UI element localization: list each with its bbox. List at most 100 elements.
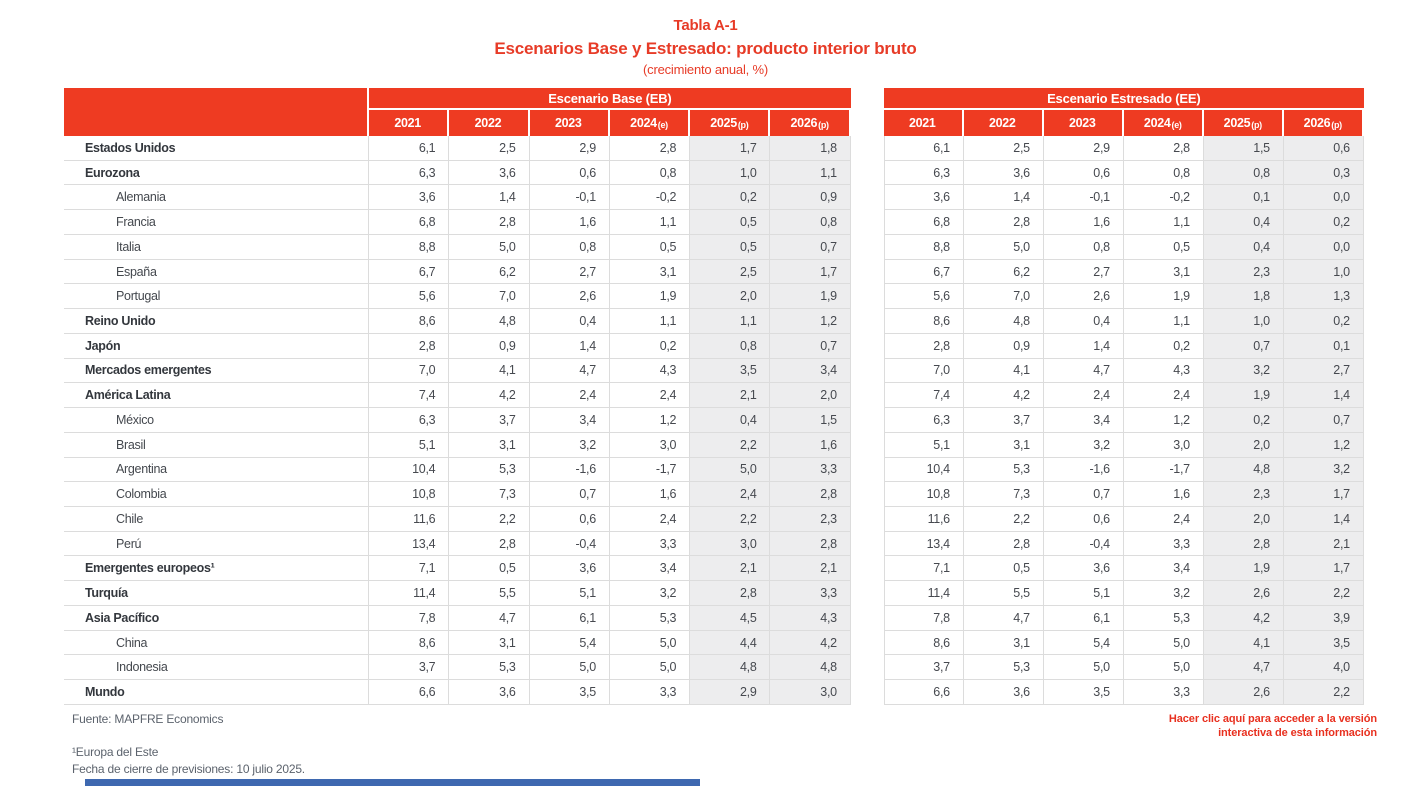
value-cell: 7,0 bbox=[883, 358, 964, 384]
table-subtitle: Escenarios Base y Estresado: producto in… bbox=[494, 39, 917, 58]
value-cell: 4,5 bbox=[690, 605, 771, 631]
value-cell: 4,2 bbox=[1203, 605, 1284, 631]
value-cell: 13,4 bbox=[883, 531, 964, 557]
value-cell: 2,3 bbox=[1203, 482, 1284, 508]
value-cell: 0,6 bbox=[1043, 507, 1124, 532]
value-cell: 0,2 bbox=[690, 185, 771, 211]
value-cell: 5,0 bbox=[1043, 655, 1124, 681]
value-cell: 1,1 bbox=[770, 160, 851, 186]
value-cell: 4,8 bbox=[690, 655, 771, 681]
value-cell: 4,7 bbox=[449, 605, 530, 631]
value-cell: 0,5 bbox=[609, 234, 691, 260]
value-cell: 1,4 bbox=[963, 185, 1044, 211]
value-cell: 2,2 bbox=[1283, 680, 1364, 705]
value-cell: 2,8 bbox=[369, 333, 450, 359]
value-cell: 4,1 bbox=[449, 358, 530, 384]
value-cell: 2,2 bbox=[690, 507, 771, 532]
value-cell: 2,0 bbox=[1203, 507, 1284, 532]
value-cell: 8,6 bbox=[369, 630, 450, 656]
table-units: (crecimiento anual, %) bbox=[643, 62, 768, 77]
value-cell: 0,5 bbox=[963, 556, 1044, 582]
value-cell: 13,4 bbox=[369, 531, 450, 557]
value-cell: 0,7 bbox=[770, 333, 851, 359]
footer-notes: Fuente: MAPFRE Economics ¹Europa del Est… bbox=[72, 712, 305, 778]
value-cell: 5,3 bbox=[609, 605, 691, 631]
value-cell: 8,6 bbox=[883, 630, 964, 656]
value-cell: 5,0 bbox=[529, 655, 610, 681]
value-cell: 2,8 bbox=[449, 531, 530, 557]
interactive-version-link[interactable]: Hacer clic aquí para acceder a la versió… bbox=[1168, 713, 1377, 739]
value-cell: 5,1 bbox=[1043, 581, 1124, 606]
value-cell: 5,4 bbox=[1043, 630, 1124, 656]
value-cell: 7,0 bbox=[449, 284, 530, 310]
value-cell: 4,8 bbox=[449, 309, 530, 334]
footnote-europa: ¹Europa del Este bbox=[72, 745, 159, 759]
value-cell: 5,1 bbox=[369, 432, 450, 458]
value-cell: 3,6 bbox=[449, 160, 530, 186]
value-cell: 2,9 bbox=[1043, 136, 1124, 161]
value-cell: 1,9 bbox=[1123, 284, 1204, 310]
footer: Fuente: MAPFRE Economics ¹Europa del Est… bbox=[72, 712, 1377, 778]
value-cell: 6,3 bbox=[883, 408, 964, 433]
value-cell: 3,6 bbox=[1043, 556, 1124, 582]
value-cell: 1,6 bbox=[1123, 482, 1204, 508]
value-cell: 6,1 bbox=[1043, 605, 1124, 631]
value-cell: 1,5 bbox=[1203, 136, 1284, 161]
row-label: Portugal bbox=[64, 284, 369, 310]
value-cell: 0,2 bbox=[1123, 333, 1204, 359]
value-cell: 0,6 bbox=[529, 507, 610, 532]
value-cell: 3,6 bbox=[883, 185, 964, 211]
value-cell: 1,2 bbox=[770, 309, 851, 334]
value-cell: 0,5 bbox=[449, 556, 530, 582]
value-cell: 0,8 bbox=[1123, 160, 1204, 186]
header-corner-block bbox=[64, 88, 369, 136]
value-cell: 3,5 bbox=[690, 358, 771, 384]
value-cell: 1,6 bbox=[1043, 210, 1124, 235]
value-cell: 1,8 bbox=[770, 136, 851, 161]
value-cell: 2,6 bbox=[529, 284, 610, 310]
value-cell: 0,7 bbox=[1203, 333, 1284, 359]
year-column-header: 2021 bbox=[369, 110, 450, 136]
value-cell: 2,4 bbox=[529, 383, 610, 409]
row-label: Italia bbox=[64, 234, 369, 260]
value-cell: -0,2 bbox=[1123, 185, 1204, 211]
value-cell: 1,5 bbox=[770, 408, 851, 433]
value-cell: 5,0 bbox=[449, 234, 530, 260]
value-cell: 10,8 bbox=[883, 482, 964, 508]
value-cell: 5,1 bbox=[529, 581, 610, 606]
value-cell: 2,8 bbox=[770, 482, 851, 508]
value-cell: 3,0 bbox=[770, 680, 851, 705]
value-cell: 5,3 bbox=[963, 457, 1044, 483]
value-cell: 0,7 bbox=[1043, 482, 1124, 508]
value-cell: 3,4 bbox=[1043, 408, 1124, 433]
value-cell: -1,6 bbox=[529, 457, 610, 483]
value-cell: 3,6 bbox=[529, 556, 610, 582]
row-label: Perú bbox=[64, 531, 369, 557]
value-cell: 0,8 bbox=[1203, 160, 1284, 186]
value-cell: 2,8 bbox=[690, 581, 771, 606]
value-cell: 3,0 bbox=[1123, 432, 1204, 458]
value-cell: 3,5 bbox=[1043, 680, 1124, 705]
value-cell: 3,1 bbox=[963, 630, 1044, 656]
value-cell: 0,9 bbox=[770, 185, 851, 211]
value-cell: 2,4 bbox=[1043, 383, 1124, 409]
value-cell: 4,2 bbox=[770, 630, 851, 656]
value-cell: 1,9 bbox=[1203, 383, 1284, 409]
value-cell: 4,1 bbox=[963, 358, 1044, 384]
value-cell: 1,4 bbox=[529, 333, 610, 359]
value-cell: 4,3 bbox=[770, 605, 851, 631]
value-cell: 6,6 bbox=[369, 680, 450, 705]
value-cell: 10,4 bbox=[883, 457, 964, 483]
value-cell: 1,4 bbox=[1283, 383, 1364, 409]
value-cell: -0,2 bbox=[609, 185, 691, 211]
value-cell: 1,9 bbox=[609, 284, 691, 310]
row-label: Mundo bbox=[64, 680, 369, 705]
value-cell: 3,4 bbox=[609, 556, 691, 582]
row-label: Colombia bbox=[64, 482, 369, 508]
row-label: Reino Unido bbox=[64, 309, 369, 334]
value-cell: -0,1 bbox=[529, 185, 610, 211]
value-cell: 2,3 bbox=[770, 507, 851, 532]
value-cell: 4,7 bbox=[529, 358, 610, 384]
row-label: Turquía bbox=[64, 581, 369, 606]
value-cell: 4,0 bbox=[1283, 655, 1364, 681]
